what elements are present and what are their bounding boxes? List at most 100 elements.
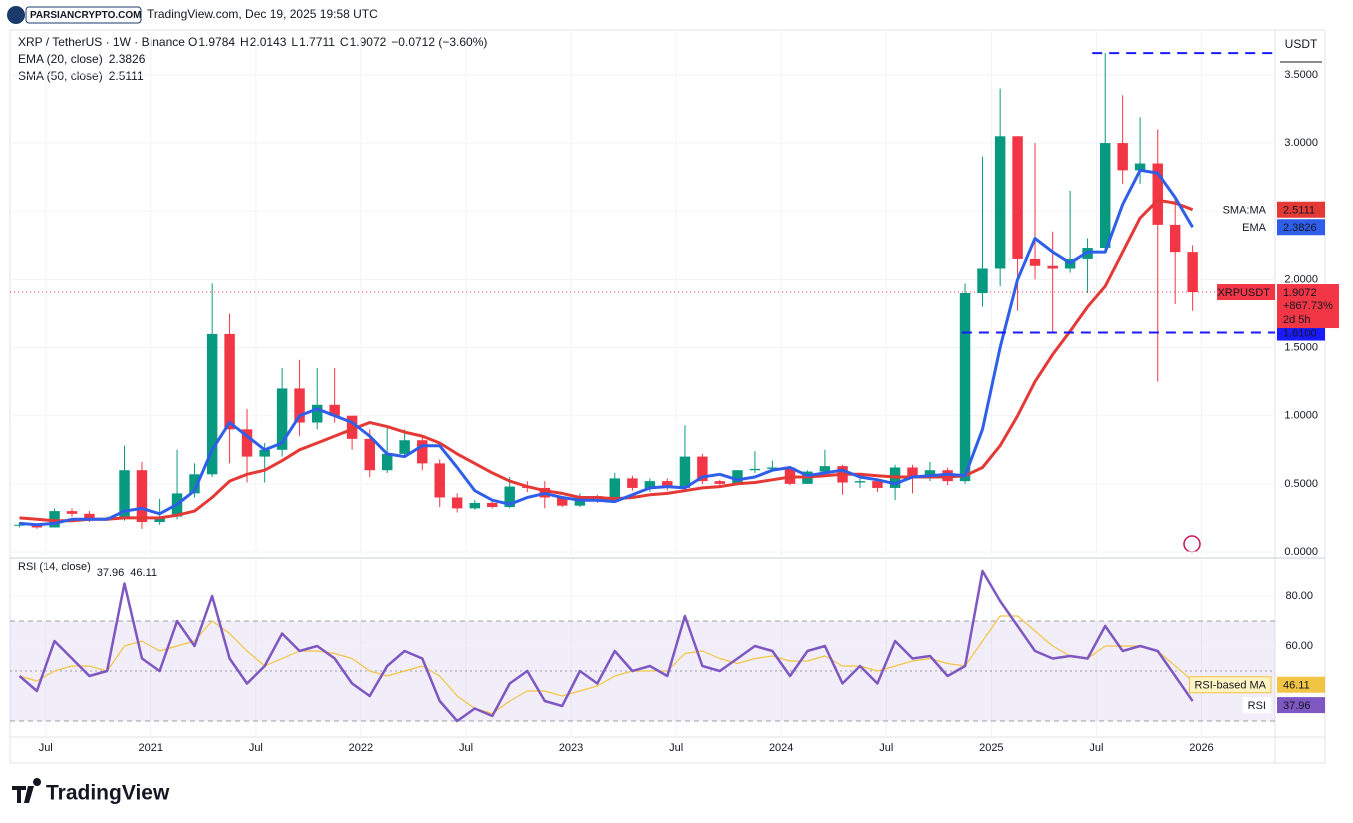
ohlc-value: 2.0143 bbox=[250, 35, 287, 49]
indicator-tag-name-box bbox=[1217, 201, 1271, 218]
x-tick-label: 2022 bbox=[349, 742, 373, 754]
x-tick-label: 2021 bbox=[139, 742, 163, 754]
ohlc-key: O bbox=[188, 35, 197, 49]
y-tick-label: 0.0000 bbox=[1284, 546, 1318, 558]
stamp: TradingView.com, Dec 19, 2025 19:58 UTC bbox=[147, 7, 378, 21]
rsi-value: 37.96 bbox=[97, 567, 125, 579]
x-tick-label: 2026 bbox=[1189, 742, 1213, 754]
currency: USDT bbox=[1285, 37, 1318, 51]
candle-body bbox=[732, 470, 743, 484]
y-tick-label: 1.5000 bbox=[1284, 341, 1318, 353]
candle-body bbox=[189, 474, 200, 494]
price-tag-countdown: 2d 5h bbox=[1283, 314, 1311, 326]
rsi-tag-value: 37.96 bbox=[1283, 700, 1311, 712]
candle-body bbox=[872, 481, 883, 488]
symbol-title: XRP / TetherUS · 1W · Binance bbox=[18, 35, 185, 49]
indicator-tag-value: 2.5111 bbox=[1283, 205, 1315, 217]
x-tick-label: Jul bbox=[669, 742, 683, 754]
watermark: PARSIANCRYPTO.COM bbox=[30, 10, 142, 21]
candle-body bbox=[662, 481, 673, 488]
ohlc-key: C bbox=[340, 35, 349, 49]
rsi-ma-tag-box bbox=[1277, 676, 1325, 693]
x-tick-label: 2025 bbox=[979, 742, 1003, 754]
candle-body bbox=[767, 467, 778, 469]
candle-body bbox=[136, 470, 148, 523]
candle-body bbox=[1029, 258, 1041, 266]
x-tick-label: Jul bbox=[879, 742, 893, 754]
candle-body bbox=[84, 513, 95, 520]
candle-body bbox=[697, 456, 708, 482]
candle-body bbox=[399, 440, 410, 454]
rsi-tag-box bbox=[1277, 697, 1325, 714]
candle-body bbox=[924, 470, 936, 476]
candle-body bbox=[1012, 136, 1023, 259]
candle-body bbox=[66, 511, 78, 514]
candle-body bbox=[627, 478, 638, 488]
indicator-tag-box bbox=[1277, 201, 1325, 218]
candle-body bbox=[224, 333, 235, 430]
candle-body bbox=[714, 481, 726, 484]
candle-body bbox=[1047, 265, 1058, 269]
x-tick-label: Jul bbox=[39, 742, 53, 754]
change: −0.0712 (−3.60%) bbox=[391, 35, 487, 49]
level-label: 1.6100 bbox=[1283, 327, 1317, 339]
y-tick-label: 3.5000 bbox=[1284, 69, 1318, 81]
candle-body bbox=[1152, 163, 1163, 225]
candle-body bbox=[14, 524, 25, 526]
level-tag bbox=[1277, 324, 1325, 341]
candle-body bbox=[346, 415, 358, 439]
price-tag-name-box bbox=[1217, 284, 1275, 301]
candle-body bbox=[451, 497, 463, 509]
ohlc-key: L bbox=[291, 35, 298, 49]
indicator-value: 2.5111 bbox=[109, 69, 144, 83]
indicator-line bbox=[19, 198, 1194, 523]
rsi-ma-tag-value: 46.11 bbox=[1283, 680, 1310, 692]
candle-body bbox=[1187, 252, 1198, 293]
candle-body bbox=[417, 440, 428, 464]
indicator-name: EMA (20, close) bbox=[18, 52, 103, 66]
y-tick-label: 0.5000 bbox=[1284, 478, 1318, 490]
candle-body bbox=[644, 481, 656, 488]
candle-body bbox=[259, 449, 270, 457]
candle-body bbox=[819, 466, 831, 472]
frame bbox=[9, 29, 1326, 764]
x-tick-label: 2024 bbox=[769, 742, 793, 754]
candle-body bbox=[311, 404, 323, 423]
rsi-tick-label: 60.00 bbox=[1285, 640, 1313, 652]
candle-body bbox=[434, 463, 445, 498]
rsi-tick-label: 80.00 bbox=[1285, 590, 1313, 602]
indicator-tag-box bbox=[1277, 219, 1325, 236]
rsi-tag-name: RSI bbox=[1248, 700, 1266, 712]
candle-body bbox=[504, 486, 515, 508]
candle-body bbox=[364, 438, 375, 471]
candle-body bbox=[294, 388, 305, 423]
rsi-ma-value: 46.11 bbox=[130, 567, 157, 579]
ohlc-value: 1.7711 bbox=[299, 35, 335, 49]
indicator-name: SMA (50, close) bbox=[18, 69, 103, 83]
candle-body bbox=[206, 333, 218, 475]
ohlc-key: H bbox=[240, 35, 249, 49]
candle-body bbox=[276, 388, 288, 450]
logo: TradingView bbox=[46, 782, 170, 805]
candle-body bbox=[907, 467, 918, 476]
indicator-line bbox=[19, 168, 1194, 527]
indicator-value: 2.3826 bbox=[109, 52, 146, 66]
candle-body bbox=[381, 453, 393, 471]
rsi-ma-line bbox=[19, 615, 1193, 715]
candle-body bbox=[679, 456, 691, 488]
y-tick-label: 3.0000 bbox=[1284, 137, 1318, 149]
candle-body bbox=[556, 497, 568, 506]
x-tick-label: 2023 bbox=[559, 742, 583, 754]
indicator-tag-name-box bbox=[1237, 219, 1271, 236]
x-tick-label: Jul bbox=[1089, 742, 1103, 754]
rsi-title: RSI (14, close) bbox=[18, 561, 91, 573]
rsi-tag-name-box bbox=[1242, 697, 1271, 714]
candle-body bbox=[1099, 143, 1111, 249]
rsi-ma-tag-name: RSI-based MA bbox=[1194, 680, 1266, 692]
price-tag-value: 1.9072 bbox=[1283, 287, 1317, 299]
indicator-tag-name: SMA:MA bbox=[1223, 205, 1267, 217]
candle-body bbox=[749, 468, 761, 471]
candle-body bbox=[994, 136, 1006, 269]
price-tag-change: +867.73% bbox=[1283, 300, 1333, 312]
